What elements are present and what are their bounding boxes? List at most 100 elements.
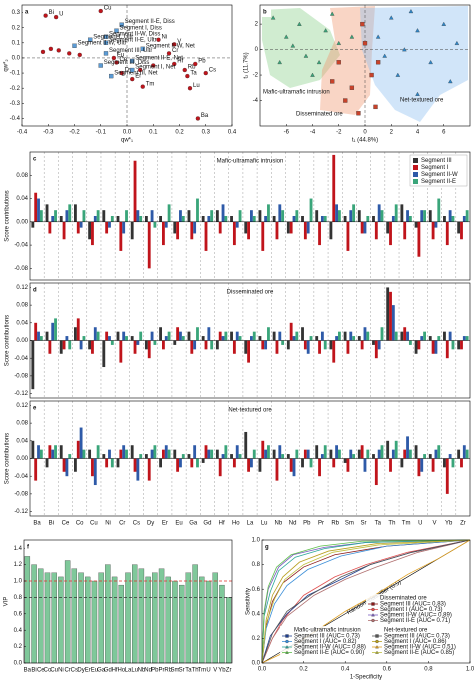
point [195, 116, 201, 121]
y-axis-label: Sensitivity [246, 588, 252, 615]
point-label: Segment I, Net [135, 65, 175, 71]
x-tick-label: 0.4 [341, 667, 350, 673]
roc-curve [261, 539, 471, 664]
bar [462, 445, 466, 459]
bar [125, 210, 128, 222]
bar [289, 221, 293, 234]
bar [167, 331, 171, 341]
region-label: Net-textured ore [400, 98, 444, 104]
point [323, 28, 328, 33]
bar [179, 210, 182, 222]
bar [39, 336, 43, 341]
bar [118, 584, 124, 664]
bar [462, 336, 466, 341]
bar [62, 221, 66, 240]
bar [91, 580, 98, 664]
point-label: Tm [146, 81, 155, 87]
bar [247, 340, 250, 363]
y-tick-label: -0.08 [14, 373, 28, 379]
bar [406, 436, 409, 459]
legend-marker [375, 650, 379, 654]
x-tick-label: Rb [164, 668, 172, 674]
point [140, 46, 145, 52]
bar [210, 210, 214, 222]
bar [187, 454, 191, 459]
bar [68, 454, 72, 459]
point [103, 40, 109, 45]
bar [139, 216, 143, 222]
bar [303, 340, 307, 350]
panel-letter: b [263, 10, 267, 16]
point [119, 22, 124, 27]
point-label: Segment II-E, Net [135, 56, 183, 62]
bar [394, 204, 398, 222]
bar [193, 445, 197, 459]
point-label: Ni [162, 34, 168, 40]
bar [431, 340, 435, 354]
bar [82, 449, 86, 459]
point [402, 47, 407, 52]
bar [394, 440, 398, 459]
y-tick-label: 0.0 [14, 661, 23, 667]
bar [215, 449, 219, 459]
bar [108, 449, 111, 459]
bar [31, 221, 35, 228]
point [360, 21, 365, 27]
point [362, 41, 368, 46]
bar [437, 336, 441, 341]
point-label: V [177, 39, 181, 45]
point [428, 60, 433, 65]
bar [54, 318, 57, 341]
bar [54, 210, 57, 222]
y-tick-label: 0.04 [16, 320, 28, 326]
bar [309, 336, 313, 341]
bar [58, 576, 64, 664]
bar [62, 458, 66, 472]
bar [343, 216, 347, 222]
point [151, 63, 156, 68]
x-tick-label: 0 [363, 130, 367, 136]
legend-title: Disseminated ore [380, 596, 427, 602]
bar [201, 336, 205, 341]
bar [207, 327, 211, 341]
legend-marker [371, 607, 375, 612]
bar [448, 454, 452, 459]
bar [360, 340, 364, 350]
bar [323, 340, 327, 350]
bar [96, 331, 100, 341]
x-tick-label: Ta [375, 521, 382, 527]
bar [286, 454, 290, 459]
bar [357, 210, 361, 222]
point [448, 79, 453, 84]
bar [210, 449, 214, 459]
bar [45, 458, 49, 468]
point [88, 37, 93, 42]
bar [423, 454, 426, 459]
bar [272, 449, 276, 459]
plot-frame [23, 539, 233, 664]
x-tick-label: 0.4 [228, 130, 237, 136]
y-tick-label: 0.3 [12, 10, 21, 16]
x-tick-label: Gd [203, 521, 211, 527]
point [369, 72, 374, 78]
bar [39, 210, 43, 222]
panel-letter-bg [23, 6, 33, 17]
point-label: Cu [104, 6, 112, 12]
bar [292, 216, 296, 222]
roc-curve [261, 539, 471, 664]
bar [332, 340, 336, 363]
bar [204, 445, 208, 459]
bar [164, 336, 168, 341]
point-label: Ta [190, 71, 197, 77]
bar [24, 556, 31, 664]
x-tick-label: Ga [189, 521, 198, 527]
bar [462, 216, 466, 222]
bar [215, 340, 219, 350]
point [415, 28, 420, 33]
bar [366, 449, 370, 459]
legend-label: Segment II-W (AUC= 0.88) [294, 645, 366, 651]
bar [119, 221, 123, 251]
x-tick-label: Ce [37, 668, 45, 674]
x-tick-label: Ho [117, 668, 125, 674]
bar [165, 576, 171, 664]
